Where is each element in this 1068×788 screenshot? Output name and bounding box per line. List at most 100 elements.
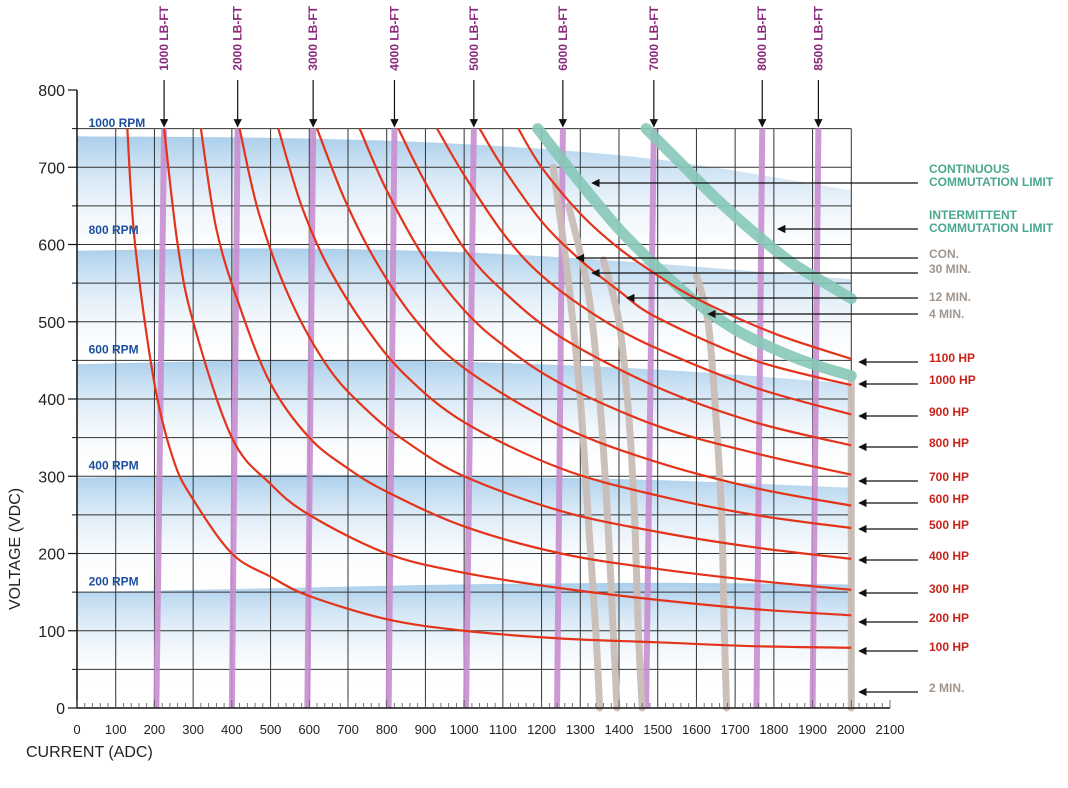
torque-label: 7000 LB-FT xyxy=(647,5,661,70)
x-tick-label: 1500 xyxy=(643,722,672,737)
hp-curves xyxy=(126,128,852,649)
right-label-700-hp: 700 HP xyxy=(929,470,969,484)
right-label-500-hp: 500 HP xyxy=(929,518,969,532)
torque-line-7000-lb-ft xyxy=(643,128,657,709)
torque-label: 2000 LB-FT xyxy=(231,5,245,70)
duty-curve-con xyxy=(549,163,604,712)
right-label-commutation-limit: COMMUTATION LIMIT xyxy=(929,221,1054,235)
rpm-label: 1000 RPM xyxy=(89,116,146,130)
right-label-commutation-limit: COMMUTATION LIMIT xyxy=(929,175,1054,189)
right-label-300-hp: 300 HP xyxy=(929,582,969,596)
x-tick-label: 1000 xyxy=(450,722,479,737)
torque-label: 4000 LB-FT xyxy=(387,5,401,70)
torque-label: 6000 LB-FT xyxy=(556,5,570,70)
commutation-limit-continuous-commutation-limit xyxy=(532,123,857,382)
rpm-label: 200 RPM xyxy=(89,574,139,588)
torque-line-8500-lb-ft xyxy=(809,128,822,709)
torque-line-5000-lb-ft xyxy=(463,128,477,709)
hp-curve-500-hp xyxy=(277,128,852,530)
duty-curve-12-min xyxy=(600,256,646,712)
x-tick-label: 300 xyxy=(182,722,204,737)
right-label-400-hp: 400 HP xyxy=(929,549,969,563)
torque-line-4000-lb-ft xyxy=(385,128,398,709)
duty-curves xyxy=(549,163,855,712)
y-tick-label: 200 xyxy=(38,547,65,564)
right-label-900-hp: 900 HP xyxy=(929,405,969,419)
x-tick-label: 400 xyxy=(221,722,243,737)
y-tick-label: 300 xyxy=(38,469,65,486)
torque-lines xyxy=(153,128,822,709)
y-tick-label: 400 xyxy=(38,392,65,409)
torque-label: 8000 LB-FT xyxy=(755,5,769,70)
axes: 0 100 200 300 400 500 600 700 800 900 1000 1100 1200… xyxy=(38,83,904,737)
rpm-label: 400 RPM xyxy=(89,458,139,472)
x-tick-label: 1700 xyxy=(721,722,750,737)
y-tick-label: 100 xyxy=(38,624,65,641)
duty-curve-4-min xyxy=(692,271,731,712)
x-tick-label: 1800 xyxy=(759,722,788,737)
right-label-con: CON. xyxy=(929,247,959,261)
x-tick-label: 1400 xyxy=(605,722,634,737)
x-tick-label: 1900 xyxy=(798,722,827,737)
right-label-continuous: CONTINUOUS xyxy=(929,162,1010,176)
right-label-4-min: 4 MIN. xyxy=(929,307,964,321)
x-tick-label: 1100 xyxy=(489,722,517,737)
y-axis-label: VOLTAGE (VDC) xyxy=(7,488,24,610)
hp-curve-300-hp xyxy=(199,128,852,591)
right-label-600-hp: 600 HP xyxy=(929,492,969,506)
y-tick-label: 600 xyxy=(38,238,65,255)
rpm-label: 600 RPM xyxy=(89,343,139,357)
hp-curve-600-hp xyxy=(316,128,852,507)
x-tick-label: 2000 xyxy=(837,722,866,737)
x-tick-label: 600 xyxy=(298,722,320,737)
right-label-12-min: 12 MIN. xyxy=(929,290,971,304)
rpm-label: 800 RPM xyxy=(89,223,139,237)
x-tick-label: 1600 xyxy=(682,722,711,737)
y-tick-label: 0 xyxy=(56,701,65,718)
right-label-intermittent: INTERMITTENT xyxy=(929,208,1018,222)
x-tick-label: 0 xyxy=(73,722,80,737)
x-tick-label: 800 xyxy=(376,722,398,737)
duty-curve-30-min xyxy=(565,202,621,712)
torque-label: 1000 LB-FT xyxy=(157,5,171,70)
x-tick-label: 1300 xyxy=(566,722,595,737)
right-label-1000-hp: 1000 HP xyxy=(929,373,976,387)
hp-curve-1000-hp xyxy=(478,128,852,387)
right-label-800-hp: 800 HP xyxy=(929,436,969,450)
torque-label: 8500 LB-FT xyxy=(811,5,825,70)
hp-curve-900-hp xyxy=(436,128,852,416)
y-tick-label: 800 xyxy=(38,83,65,100)
y-tick-label: 500 xyxy=(38,315,65,332)
x-axis-label: CURRENT (ADC) xyxy=(26,744,153,761)
hp-curve-100-hp xyxy=(126,128,852,649)
torque-label: 5000 LB-FT xyxy=(467,5,481,70)
torque-line-8000-lb-ft xyxy=(753,128,766,709)
hp-curve-800-hp xyxy=(397,128,852,447)
right-label-2-min: 2 MIN. xyxy=(929,681,964,695)
right-label-30-min: 30 MIN. xyxy=(929,262,971,276)
hp-curve-1100-hp xyxy=(517,128,852,360)
torque-line-1000-lb-ft xyxy=(153,128,168,709)
torque-line-3000-lb-ft xyxy=(304,128,317,709)
y-tick-label: 700 xyxy=(38,160,65,177)
hp-curve-400-hp xyxy=(238,128,852,560)
commutation-limits xyxy=(532,123,857,382)
x-tick-label: 500 xyxy=(260,722,282,737)
hp-curve-200-hp xyxy=(163,128,852,617)
right-label-1100-hp: 1100 HP xyxy=(929,351,975,365)
x-tick-label: 1200 xyxy=(527,722,556,737)
x-tick-label: 200 xyxy=(144,722,166,737)
x-tick-label: 900 xyxy=(415,722,437,737)
labels: 1000 LB-FT 2000 LB-FT 3000 LB-FT 4000 LB-FT… xyxy=(89,5,1054,697)
hp-curve-700-hp xyxy=(358,128,852,476)
x-tick-label: 100 xyxy=(105,722,127,737)
right-label-200-hp: 200 HP xyxy=(929,611,969,625)
torque-line-2000-lb-ft xyxy=(228,128,241,709)
torque-label: 3000 LB-FT xyxy=(306,5,320,70)
commutation-limit-intermittent-commutation-limit xyxy=(640,123,857,305)
x-tick-label: 2100 xyxy=(876,722,905,737)
right-label-100-hp: 100 HP xyxy=(929,640,969,654)
x-tick-label: 700 xyxy=(337,722,359,737)
